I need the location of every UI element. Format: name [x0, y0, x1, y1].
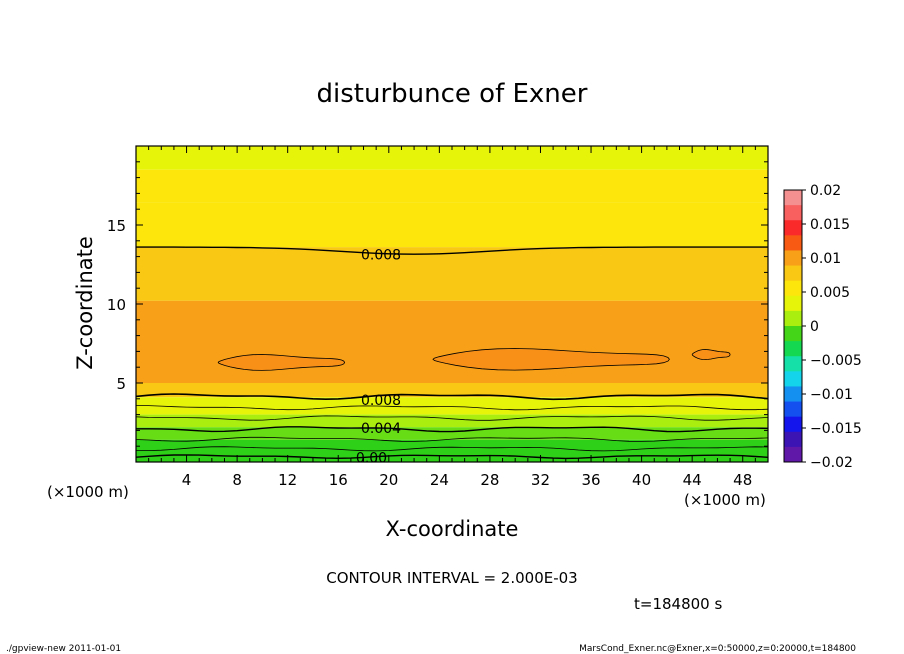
- band-3: [136, 247, 768, 301]
- contour-line: [135, 454, 769, 460]
- y-axis-ticks: 5 10 15: [107, 161, 768, 447]
- y-tick-label: 5: [116, 375, 126, 393]
- contour-label: 0.004: [361, 421, 401, 437]
- time-label: t=184800 s: [634, 595, 722, 613]
- band-8: [136, 427, 768, 440]
- y-axis-label: Z-coordinate: [73, 236, 97, 370]
- contour-line: [135, 393, 769, 401]
- x-tick-label: 36: [581, 471, 600, 489]
- band-1: [136, 169, 768, 203]
- colorbar-swatch: [784, 220, 802, 236]
- footer-right: MarsCond_Exner.nc@Exner,x=0:50000,z=0:20…: [579, 644, 856, 654]
- colorbar-swatch: [784, 371, 802, 387]
- y-tick-label: 15: [107, 217, 126, 235]
- band-2: [136, 202, 768, 248]
- x-axis-label: X-coordinate: [386, 517, 519, 541]
- x-axis-ticks: 4 8 12 16 20 24 28 32 36 40 44 48: [148, 146, 756, 489]
- patch-center: [432, 348, 670, 371]
- band-7: [136, 414, 768, 428]
- band-0: [136, 146, 768, 170]
- footer-left: ./gpview-new 2011-01-01: [6, 644, 121, 654]
- x-tick-label: 28: [480, 471, 499, 489]
- colorbar-label: 0.01: [810, 251, 841, 267]
- colorbar-swatch: [784, 205, 802, 221]
- colorbar-swatch: [784, 190, 802, 206]
- colorbar-label: 0: [810, 319, 819, 335]
- contour-lines: [135, 246, 769, 460]
- y-axis-unit: (×1000 m): [47, 483, 129, 501]
- contour-fill-patches: [217, 348, 731, 371]
- y-tick-label: 10: [107, 296, 126, 314]
- x-tick-label: 40: [632, 471, 651, 489]
- x-tick-label: 4: [182, 471, 192, 489]
- colorbar-swatch: [784, 250, 802, 267]
- band-5: [136, 383, 768, 398]
- colorbar-label: −0.015: [810, 421, 862, 437]
- contour-line: [135, 405, 769, 411]
- x-tick-label: 24: [430, 471, 449, 489]
- patch-left: [217, 354, 346, 371]
- colorbar-swatch: [784, 446, 802, 463]
- colorbar-label: 0.005: [810, 285, 850, 301]
- x-tick-label: 20: [379, 471, 398, 489]
- colorbar-label: −0.01: [810, 387, 853, 403]
- colorbar-swatch: [784, 235, 802, 251]
- band-6: [136, 397, 768, 415]
- contour-label: 0.008: [361, 247, 401, 263]
- colorbar-label: −0.005: [810, 353, 862, 369]
- colorbar-swatch: [784, 431, 802, 448]
- colorbar-swatch: [784, 265, 802, 282]
- colorbar-swatch: [784, 326, 802, 342]
- colorbar-label: 0.015: [810, 217, 850, 233]
- colorbar-swatch: [784, 356, 802, 372]
- contour-line: [135, 436, 769, 442]
- x-tick-label: 48: [733, 471, 752, 489]
- x-tick-label: 44: [683, 471, 702, 489]
- colorbar-swatch: [784, 386, 802, 403]
- x-tick-label: 8: [232, 471, 242, 489]
- contour-line: [135, 446, 769, 452]
- contour-line: [135, 415, 769, 421]
- colorbar-swatch: [784, 401, 802, 418]
- colorbar-label: 0.02: [810, 183, 841, 199]
- x-tick-label: 32: [531, 471, 550, 489]
- contour-interval: CONTOUR INTERVAL = 2.000E-03: [326, 569, 577, 587]
- colorbar-swatch: [784, 341, 802, 357]
- contour-fill-bands: [136, 146, 768, 462]
- band-4: [136, 300, 768, 383]
- x-axis-unit: (×1000 m): [684, 491, 766, 509]
- contour-label: 0.008: [361, 393, 401, 409]
- x-tick-label: 16: [329, 471, 348, 489]
- colorbar-swatch: [784, 295, 802, 312]
- colorbar-swatch: [784, 310, 802, 327]
- patch-right: [691, 349, 731, 361]
- contour-line: [136, 246, 768, 255]
- chart-title: disturbunce of Exner: [317, 79, 588, 109]
- colorbar-swatch: [784, 416, 802, 433]
- x-tick-label: 12: [278, 471, 297, 489]
- colorbar: 0.02 0.015 0.01 0.005 0 −0.005 −0.01 −0.015 −0.0…: [783, 183, 862, 471]
- contour-line: [136, 426, 769, 433]
- contour-label: 0.00: [356, 450, 387, 466]
- colorbar-label: −0.02: [810, 455, 853, 471]
- colorbar-swatch: [784, 280, 802, 297]
